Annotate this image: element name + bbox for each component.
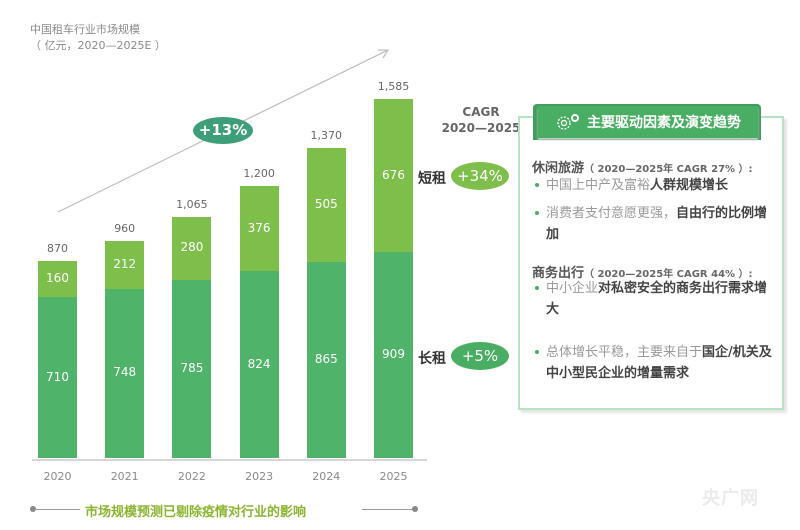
section-title-text: 商务出行 [532, 266, 585, 281]
section-title-text: 休闲旅游 [532, 161, 585, 176]
x-axis-tick-label: 2025 [379, 470, 408, 483]
bar-segment-short-rent: 212 [105, 240, 145, 289]
bullet-plain-text: 中小企业 [546, 281, 599, 296]
cagr-header-line2: 2020—2025 [441, 121, 521, 135]
bar-total-label: 1,200 [243, 167, 275, 181]
bar-segment-short-rent: 376 [239, 186, 279, 272]
section-title-business: 商务出行（ 2020—2025年 CAGR 44% ）: [532, 262, 753, 281]
bullet-bold-text: 自由行的比例增加 [546, 206, 768, 242]
bar-value-label: 909 [382, 347, 405, 362]
bar-value-label: 376 [247, 220, 271, 235]
x-axis-tick-label: 2024 [312, 470, 341, 483]
bar-total-label: 960 [114, 221, 136, 235]
bar-value-label: 505 [314, 196, 338, 211]
bar-value-label: 865 [314, 352, 338, 367]
bullet-plain-text: 消费者支付意愿更强， [546, 206, 677, 221]
gear-icon [557, 114, 579, 130]
long-rent-label: 长租 [418, 351, 446, 367]
bullet-item: 总体增长平稳，主要来自于国企/机关及中小型民企业的增量需求 [532, 342, 777, 384]
bar-total-label: 1,370 [310, 128, 343, 142]
section-title-leisure: 休闲旅游（ 2020—2025年 CAGR 27% ）: [532, 157, 753, 176]
footnote-dot-icon [412, 506, 418, 512]
bar-total-label: 1,065 [176, 197, 208, 211]
bullet-item: 消费者支付意愿更强，自由行的比例增加 [532, 203, 777, 245]
bullet-plain-text: 中国上中产及富裕 [546, 178, 651, 193]
bar-value-label: 785 [180, 361, 204, 376]
bar-segment-short-rent: 505 [306, 147, 346, 263]
watermark: 央广网 [702, 488, 759, 509]
bar-segment-short-rent: 676 [374, 98, 413, 253]
bullet-item: 中国上中产及富裕人群规模增长 [532, 175, 777, 196]
overall-cagr-badge: +13% [193, 117, 253, 144]
bar-value-label: 710 [46, 369, 69, 384]
bar-total-label: 1,585 [377, 79, 410, 93]
bar-segment-long-rent: 748 [105, 288, 145, 458]
bar-value-label: 160 [46, 271, 69, 286]
bar-segment-long-rent: 785 [172, 280, 212, 458]
bullet-plain-text: 总体增长平稳，主要来自于 [546, 345, 703, 360]
bar-segment-long-rent: 909 [374, 252, 413, 458]
bar-total-label: 870 [47, 241, 68, 255]
bullet-bold-text: 国企/机关及中小型民企业的增量需求 [546, 345, 772, 381]
chart-title: 中国租车行业市场规模 （ 亿元，2020—2025E ） [30, 22, 166, 54]
bar-segment-short-rent: 280 [172, 216, 212, 281]
short-rent-cagr-badge: +34% [451, 162, 509, 190]
x-axis-tick-label: 2021 [110, 470, 139, 483]
short-rent-label: 短租 [418, 171, 446, 187]
chart-title-line2: （ 亿元，2020—2025E ） [30, 39, 166, 52]
drivers-panel [518, 116, 784, 410]
section-subtitle: （ 2020—2025年 CAGR 44% ）: [584, 269, 753, 280]
bullet-item: 中小企业对私密安全的商务出行需求增大 [532, 278, 777, 320]
panel-header: 主要驱动因素及演变趋势 [538, 106, 758, 138]
x-axis-line [32, 459, 427, 461]
panel-header-text: 主要驱动因素及演变趋势 [587, 115, 741, 131]
footnote-line [362, 509, 414, 510]
x-axis-tick-label: 2022 [177, 470, 206, 483]
bar-value-label: 280 [180, 240, 204, 255]
bar-value-label: 212 [113, 256, 137, 271]
chart-title-line1: 中国租车行业市场规模 [30, 23, 140, 36]
bar-segment-long-rent: 710 [38, 297, 77, 458]
x-axis-tick-label: 2020 [43, 470, 72, 483]
bar-value-label: 676 [382, 167, 405, 182]
footnote-line [34, 509, 80, 510]
cagr-header: CAGR 2020—2025 [436, 104, 526, 136]
long-rent-cagr-badge: +5% [451, 342, 509, 370]
bar-segment-short-rent: 160 [38, 260, 77, 298]
bullet-bold-text: 人群规模增长 [650, 178, 729, 193]
bar-segment-long-rent: 824 [239, 271, 279, 458]
footnote-dot-icon [30, 506, 36, 512]
x-axis-tick-label: 2023 [245, 470, 274, 483]
cagr-header-line1: CAGR [462, 105, 500, 119]
bar-value-label: 824 [247, 356, 271, 371]
section-subtitle: （ 2020—2025年 CAGR 27% ）: [584, 164, 753, 175]
bullet-bold-text: 对私密安全的商务出行需求增大 [546, 281, 768, 317]
footnote: 市场规模预测已剔除疫情对行业的影响 [85, 505, 307, 520]
bar-value-label: 748 [113, 365, 137, 380]
bar-segment-long-rent: 865 [306, 262, 346, 458]
